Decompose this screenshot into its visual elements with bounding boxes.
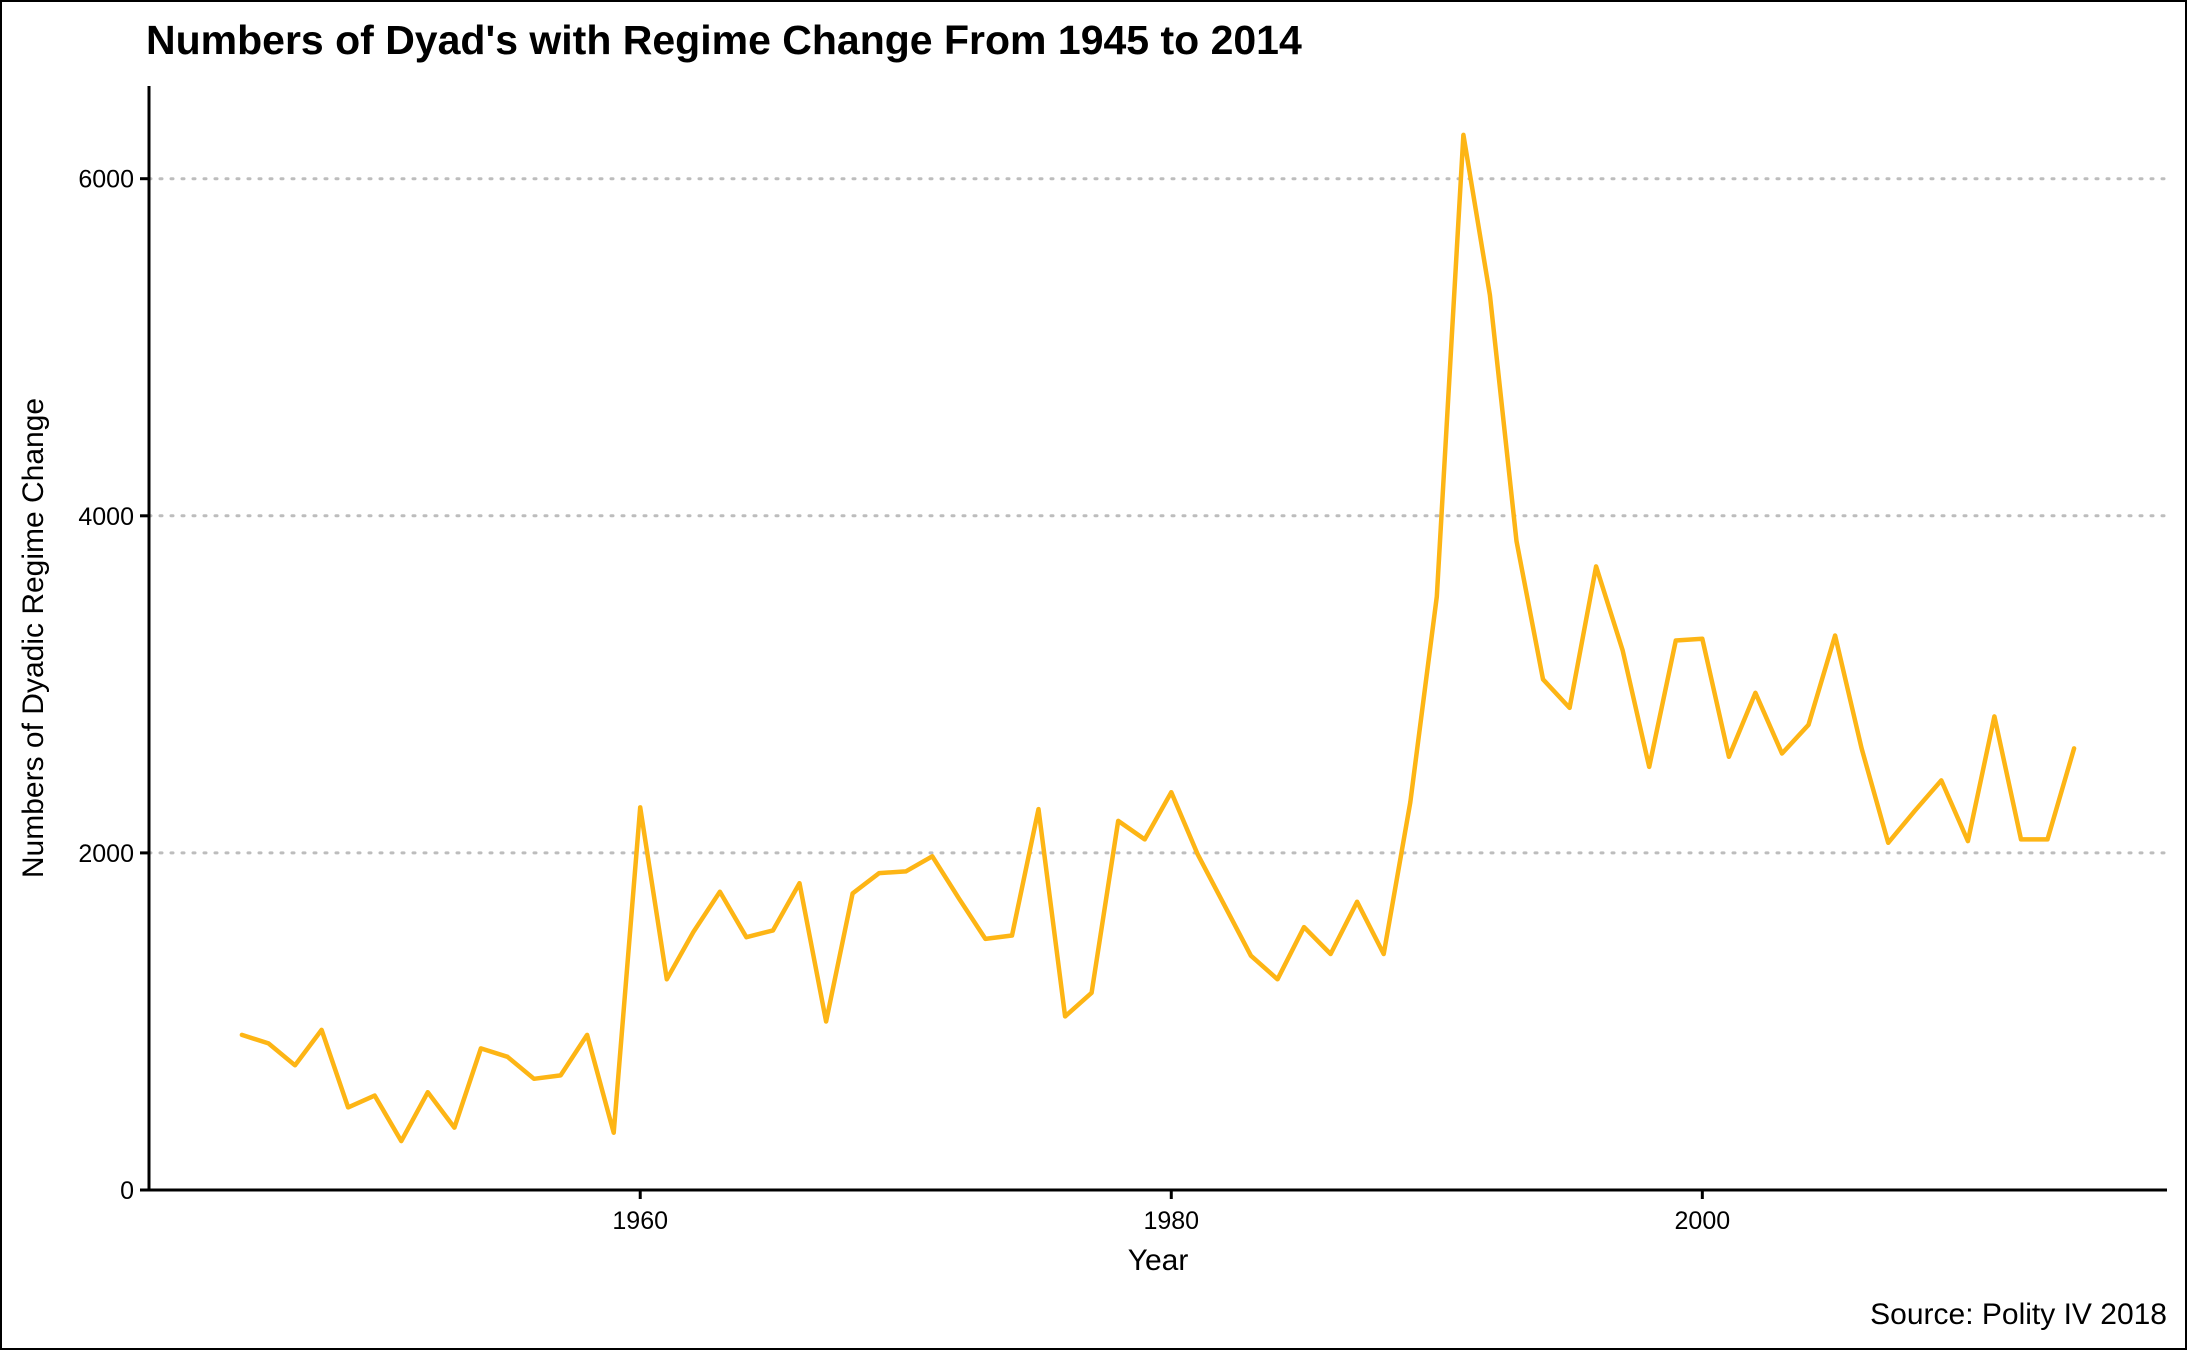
y-axis-label: Numbers of Dyadic Regime Change [17,398,50,878]
source-caption: Source: Polity IV 2018 [1870,1298,2167,1331]
y-axis-ticks: 0 2000 4000 6000 [78,166,149,1205]
y-tick-label: 2000 [78,840,134,868]
series-line-0 [239,132,2077,1144]
x-tick-label: 1960 [612,1207,668,1235]
chart-title: Numbers of Dyad's with Regime Change Fro… [146,17,1302,63]
x-tick-label: 2000 [1675,1207,1731,1235]
x-axis-label: Year [1128,1244,1189,1277]
y-tick-label: 4000 [78,503,134,531]
x-tick-label: 1980 [1143,1207,1199,1235]
y-tick-label: 6000 [78,166,134,194]
x-axis-ticks: 1960 1980 2000 [612,1190,1730,1235]
y-tick-label: 0 [120,1177,134,1205]
series-layer [239,132,2077,1144]
gridlines [147,177,2169,855]
